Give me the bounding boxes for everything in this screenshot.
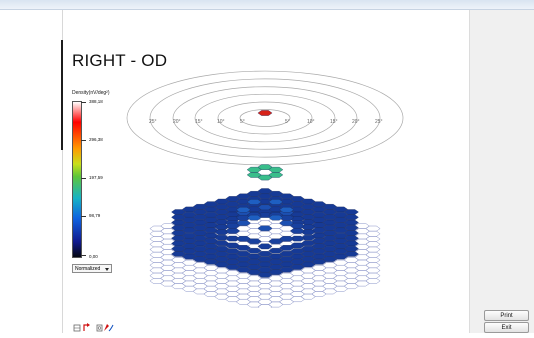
polar-ring — [239, 109, 291, 127]
angle-label: 25° — [375, 119, 383, 125]
polar-ring — [194, 93, 336, 143]
surface-cell — [268, 199, 284, 205]
surface-cell — [257, 251, 273, 257]
grid-cell — [257, 304, 273, 308]
surface-cell — [257, 272, 273, 278]
polar-grid — [126, 70, 404, 166]
surface-cell — [235, 266, 251, 273]
surface-cell — [225, 264, 241, 270]
window-titlebar — [0, 0, 534, 10]
angle-label: 10° — [307, 119, 315, 125]
polar-ring — [126, 70, 404, 166]
frame-border-accent — [61, 40, 63, 150]
colorbar-tick — [81, 140, 86, 141]
surface-cell — [235, 251, 251, 257]
surface-cell — [246, 172, 262, 178]
surface-cell — [225, 228, 240, 234]
surface-cell — [246, 248, 262, 254]
colorbar-tick — [81, 178, 86, 179]
colorbar-tick-label: 98,79 — [89, 213, 101, 218]
surface-cell — [290, 228, 305, 234]
colorbar — [72, 101, 82, 258]
colorbar-label: Density(nV/deg²) — [72, 90, 110, 96]
polar-ring — [172, 86, 358, 150]
surface-cell — [181, 253, 197, 260]
surface-cell — [246, 269, 262, 275]
surface-cell — [257, 110, 273, 116]
surface-cell — [225, 235, 241, 242]
angle-label: 5° — [285, 119, 290, 125]
surface-cell — [235, 207, 251, 213]
density-3d-plot: 25° 20° 15° 10° 5° 5° 10° 15° 20° 25° — [126, 70, 404, 308]
surface-cell — [279, 245, 294, 251]
surface-cell — [268, 214, 284, 221]
color-icon[interactable] — [104, 324, 114, 332]
surface-cell — [214, 234, 230, 241]
page-title: RIGHT - OD — [72, 51, 168, 70]
surface-cell — [289, 264, 305, 270]
angle-label: 20° — [352, 119, 360, 125]
colorbar-tick-label: 296,38 — [89, 137, 103, 142]
polar-angle-labels: 25° 20° 15° 10° 5° 5° 10° 15° 20° 25° — [149, 119, 383, 125]
angle-label: 25° — [149, 119, 157, 125]
angle-label: 20° — [173, 119, 181, 125]
exit-button[interactable]: Exit — [484, 322, 529, 333]
colorbar-tick-label: 0,00 — [89, 254, 98, 259]
surface-cell — [279, 220, 295, 226]
print-button[interactable]: Print — [484, 310, 529, 321]
surface-cell — [225, 242, 240, 249]
density-surface — [171, 110, 359, 278]
surface-cell — [171, 251, 187, 257]
surface-cell — [300, 261, 316, 268]
display-mode-select[interactable]: Normalized — [72, 264, 112, 273]
surface-cell — [236, 245, 251, 251]
surface-cell — [289, 248, 305, 254]
surface-cell — [257, 174, 273, 181]
surface-cell — [268, 238, 284, 245]
colorbar-tick — [81, 216, 86, 217]
surface-cell — [257, 225, 273, 232]
right-side-panel — [469, 10, 534, 333]
surface-cell — [246, 214, 262, 221]
rotate-icon[interactable] — [83, 323, 90, 331]
polar-ring — [217, 101, 313, 135]
surface-cell — [268, 172, 284, 178]
view-toolbar — [73, 320, 133, 332]
surface-cell — [235, 236, 251, 242]
angle-label: 10° — [217, 119, 225, 125]
surface-cell — [235, 220, 251, 226]
surface-cell — [246, 199, 262, 205]
chevron-down-icon — [105, 268, 109, 271]
surface-cell — [279, 207, 295, 213]
angle-label: 15° — [330, 119, 338, 125]
surface-cell — [257, 243, 273, 250]
angle-label: 15° — [195, 119, 203, 125]
colorbar-tick-label: 197,59 — [89, 175, 103, 180]
surface-cell — [225, 248, 241, 254]
surface-cell — [257, 204, 273, 211]
colorbar-tick-label: 388,18 — [89, 99, 103, 104]
polar-ring — [149, 78, 381, 158]
display-mode-value: Normalized — [75, 266, 101, 272]
zoom-icon[interactable] — [96, 324, 103, 332]
angle-label: 5° — [240, 119, 245, 125]
surface-cell — [268, 248, 284, 254]
surface-cell — [279, 251, 295, 257]
surface-cell — [311, 259, 327, 265]
surface-cell — [246, 238, 262, 245]
colorbar-tick — [81, 102, 86, 103]
colorbar-tick — [81, 255, 86, 256]
surface-cell — [214, 240, 230, 246]
view-icon[interactable] — [73, 324, 81, 332]
frame-border — [62, 10, 63, 333]
